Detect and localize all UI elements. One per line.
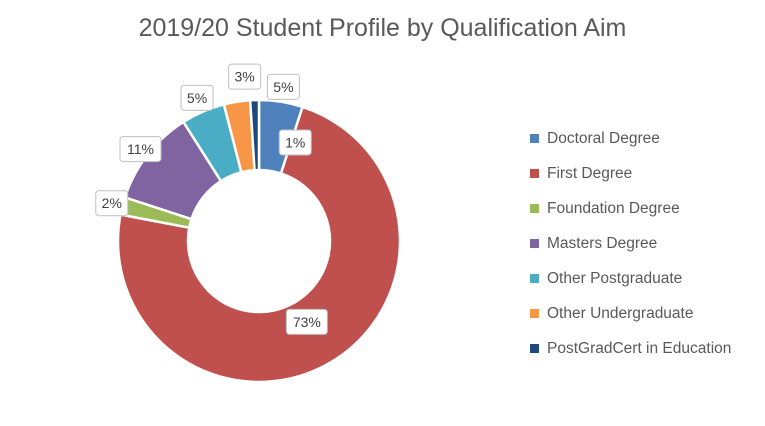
data-label-box xyxy=(266,73,300,100)
legend-item: Other Postgraduate xyxy=(530,261,731,296)
data-label-text: 3% xyxy=(235,69,255,85)
legend-item: Doctoral Degree xyxy=(530,121,731,156)
legend-swatch xyxy=(530,169,539,178)
legend-swatch xyxy=(530,309,539,318)
data-label-text: 5% xyxy=(273,79,293,95)
donut-slice-postgradcert-in-education xyxy=(248,98,261,172)
data-label-box xyxy=(228,63,262,90)
legend-swatch xyxy=(530,344,539,353)
donut-slice-first-degree xyxy=(116,105,402,384)
legend-item: Other Undergraduate xyxy=(530,296,731,331)
legend-swatch xyxy=(530,274,539,283)
data-label: 5% xyxy=(266,73,300,100)
data-label-box xyxy=(95,190,129,217)
data-label-text: 5% xyxy=(187,90,207,106)
legend-label: Foundation Degree xyxy=(547,199,680,217)
legend-item: First Degree xyxy=(530,156,731,191)
data-label-text: 11% xyxy=(127,141,154,157)
data-label-text: 2% xyxy=(102,195,122,211)
legend-label: Other Undergraduate xyxy=(547,304,694,322)
data-label-box xyxy=(119,136,162,163)
legend-label: Masters Degree xyxy=(547,234,658,252)
chart-title: 2019/20 Student Profile by Qualification… xyxy=(138,14,627,42)
data-label-text: 1% xyxy=(285,134,305,150)
data-label: 3% xyxy=(228,63,262,90)
legend-swatch xyxy=(530,134,539,143)
legend-label: Doctoral Degree xyxy=(547,129,660,147)
data-label: 2% xyxy=(95,190,129,217)
data-label-box xyxy=(278,129,312,156)
legend-label: PostGradCert in Education xyxy=(547,339,732,357)
legend-label: Other Postgraduate xyxy=(547,269,683,287)
data-label: 1% xyxy=(278,129,312,156)
legend-label: First Degree xyxy=(547,164,633,182)
data-label: 73% xyxy=(285,308,328,335)
data-label-box xyxy=(180,84,214,111)
legend-item: Masters Degree xyxy=(530,226,731,261)
chart-legend: Doctoral Degree First Degree Foundation De… xyxy=(530,121,731,366)
data-label: 11% xyxy=(119,136,162,163)
data-label-text: 73% xyxy=(293,314,321,330)
legend-item: PostGradCert in Education xyxy=(530,331,731,366)
legend-item: Foundation Degree xyxy=(530,191,731,226)
data-label-box xyxy=(285,308,328,335)
data-label: 5% xyxy=(180,84,214,111)
legend-swatch xyxy=(530,204,539,213)
legend-swatch xyxy=(530,239,539,248)
